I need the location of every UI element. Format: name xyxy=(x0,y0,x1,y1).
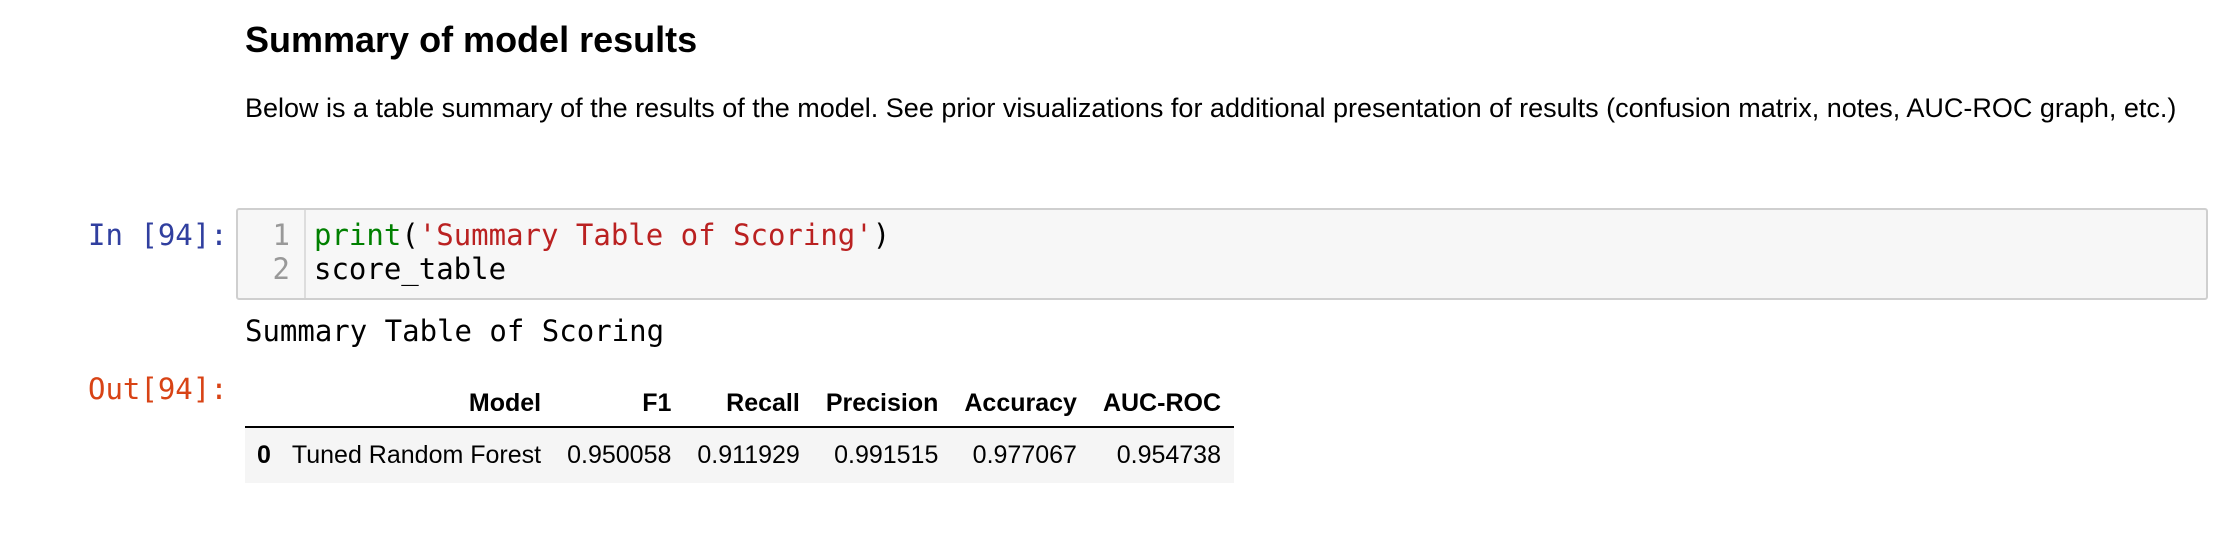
section-description: Below is a table summary of the results … xyxy=(245,93,2177,123)
score-table: Model F1 Recall Precision Accuracy AUC-R… xyxy=(245,380,1234,483)
column-header: F1 xyxy=(642,388,672,417)
line-number-gutter: 1 2 xyxy=(238,210,306,298)
markdown-cell[interactable]: Summary of model results Below is a tabl… xyxy=(245,18,2205,129)
stdout-output: Summary Table of Scoring xyxy=(245,314,665,348)
table-cell: 0.977067 xyxy=(972,441,1077,469)
column-header: Accuracy xyxy=(964,388,1077,417)
column-header: AUC-ROC xyxy=(1102,388,1221,417)
code-token-paren: ( xyxy=(401,218,419,252)
row-index: 0 xyxy=(257,441,271,469)
section-heading: Summary of model results xyxy=(245,19,698,60)
code-token-string: 'Summary Table of Scoring' xyxy=(418,218,873,252)
table-row: 0 Tuned Random Forest 0.950058 0.911929 … xyxy=(245,427,1234,483)
table-header-row: Model F1 Recall Precision Accuracy AUC-R… xyxy=(245,380,1234,427)
column-header: Precision xyxy=(825,388,939,417)
code-line-2[interactable]: score_table xyxy=(314,252,507,286)
code-editor[interactable]: 1 2 print('Summary Table of Scoring') sc… xyxy=(236,208,2208,300)
table-cell: 0.954738 xyxy=(1116,441,1221,469)
column-header: Recall xyxy=(726,388,800,417)
input-prompt: In [94]: xyxy=(88,218,228,252)
table-cell: Tuned Random Forest xyxy=(291,441,542,469)
column-header: Model xyxy=(468,388,542,417)
code-line-1[interactable]: print('Summary Table of Scoring') xyxy=(314,218,890,252)
index-header xyxy=(245,380,279,427)
output-prompt: Out[94]: xyxy=(88,372,228,406)
line-number: 1 xyxy=(272,218,290,252)
table-cell: 0.950058 xyxy=(567,441,672,469)
line-number: 2 xyxy=(272,252,290,286)
table-cell: 0.911929 xyxy=(697,441,800,469)
code-token-builtin: print xyxy=(314,218,402,252)
code-token-paren: ) xyxy=(872,218,891,252)
table-cell: 0.991515 xyxy=(834,441,939,469)
